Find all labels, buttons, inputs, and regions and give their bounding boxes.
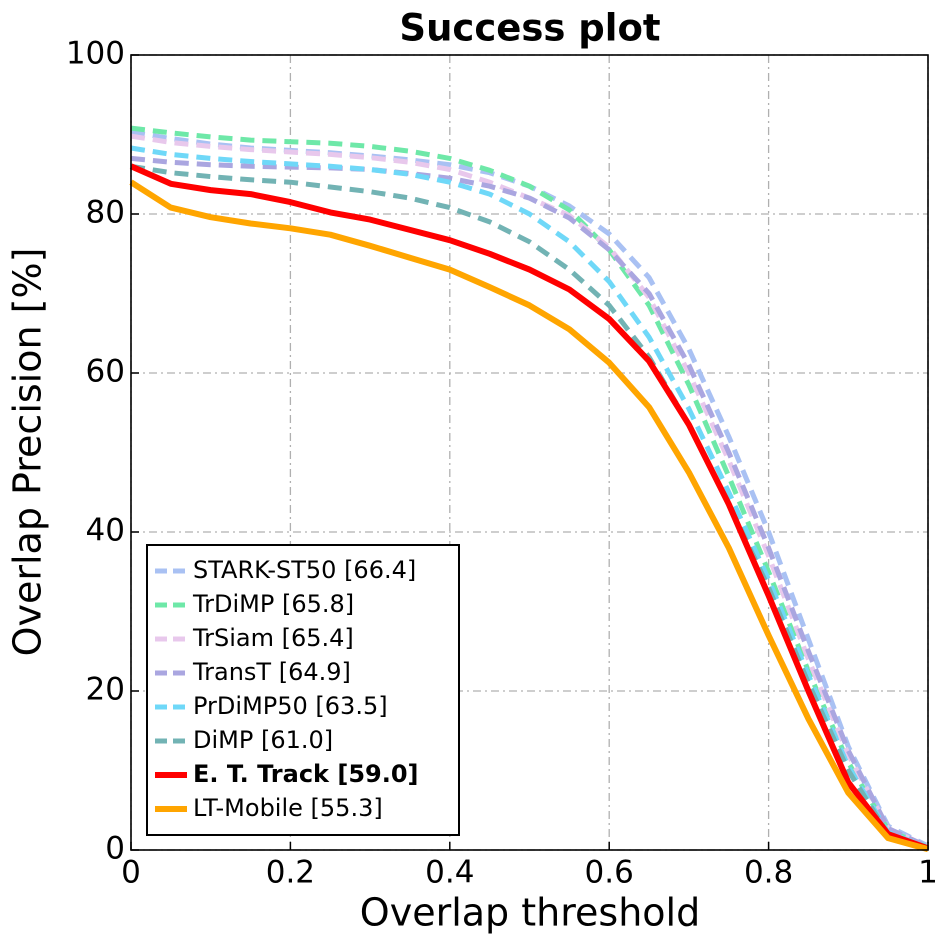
y-tick-label: 80 (86, 195, 125, 231)
series-line (129, 179, 929, 853)
series-line (130, 145, 929, 850)
legend-label: TrDiMP [65.8] (192, 590, 354, 618)
x-axis-label: Overlap threshold (360, 891, 700, 935)
y-tick-label: 60 (86, 354, 125, 390)
series-line (129, 163, 930, 852)
y-tick-label: 100 (66, 36, 125, 72)
y-tick-label: 0 (105, 831, 125, 867)
legend-label: TransT [64.9] (192, 658, 351, 686)
x-tick-label: 0 (121, 855, 141, 891)
series-line (130, 155, 930, 850)
x-tick-label: 1 (918, 855, 938, 891)
y-axis-label: Overlap Precision [%] (6, 248, 50, 657)
series-line (130, 125, 930, 850)
legend: STARK-ST50 [66.4] TrDiMP [65.8] TrSiam [65… (146, 544, 460, 836)
y-tick-label: 20 (86, 672, 125, 708)
legend-label: E. T. Track [59.0] (193, 760, 419, 788)
x-tick-label: 0.4 (425, 855, 474, 891)
chart-title: Success plot (399, 7, 660, 50)
legend-box (146, 544, 460, 836)
x-tick-label: 0.2 (266, 855, 315, 891)
legend-label: DiMP [61.0] (193, 726, 333, 754)
legend-label: LT-Mobile [55.3] (193, 794, 383, 822)
series-line (130, 163, 929, 850)
legend-label: STARK-ST50 [66.4] (193, 556, 416, 584)
legend-label: TrSiam [65.4] (192, 624, 354, 652)
x-tick-label: 0.8 (744, 855, 793, 891)
legend-label: PrDiMP50 [63.5] (193, 692, 388, 720)
y-tick-label: 40 (86, 513, 125, 549)
x-tick-label: 0.6 (585, 855, 634, 891)
plot-frame (130, 54, 929, 851)
